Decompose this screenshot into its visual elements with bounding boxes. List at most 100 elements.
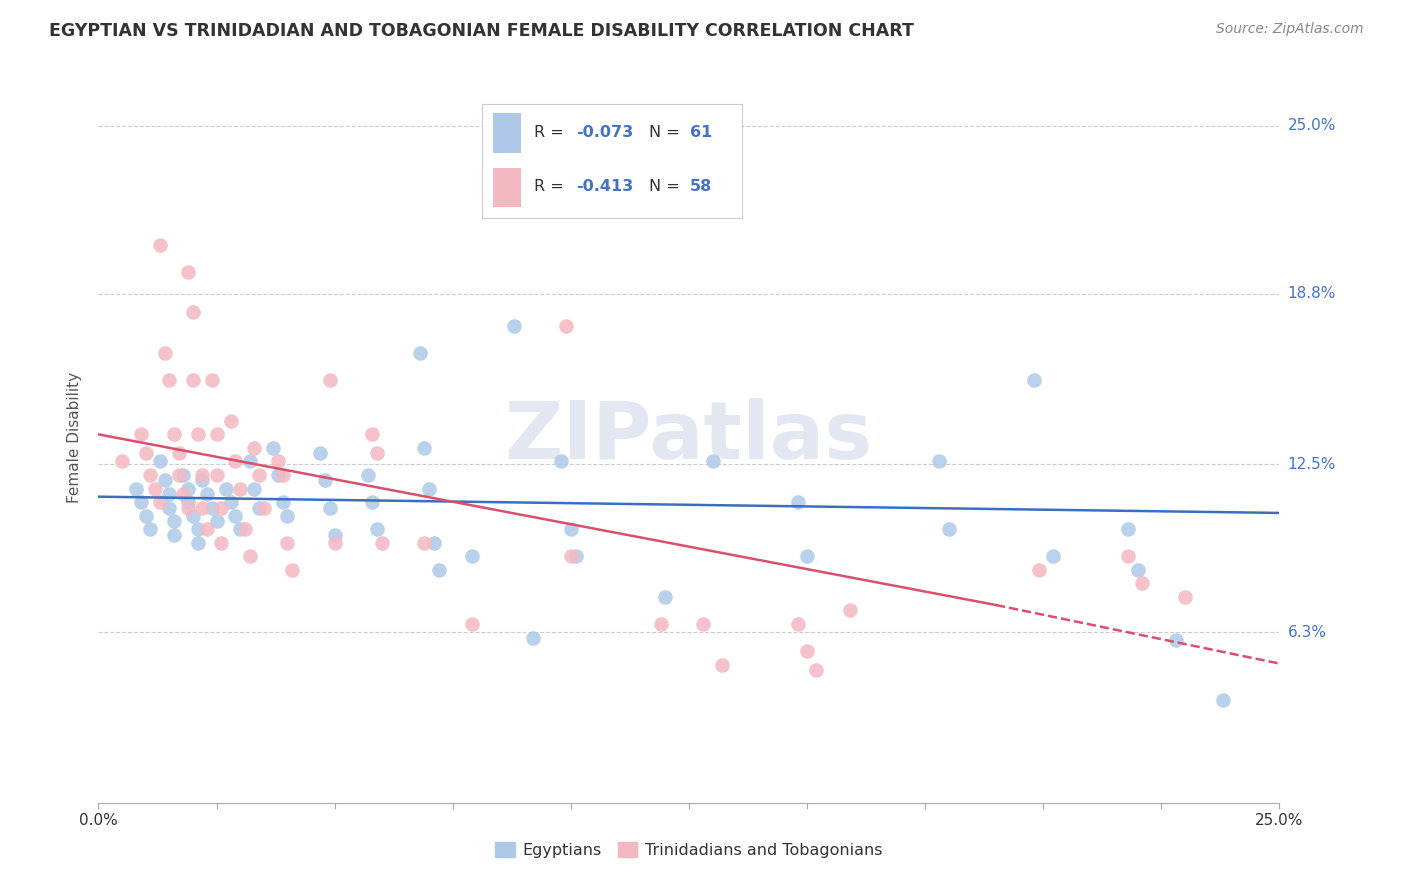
Point	[371, 535, 394, 549]
Point	[172, 468, 194, 483]
Point	[247, 500, 270, 515]
Point	[187, 535, 209, 549]
Point	[262, 441, 284, 455]
Y-axis label: Female Disability: Female Disability	[67, 371, 83, 503]
Point	[209, 500, 232, 515]
Point	[201, 373, 224, 387]
Point	[143, 482, 166, 496]
Point	[209, 535, 232, 549]
Point	[153, 474, 176, 488]
Point	[361, 495, 384, 509]
Point	[181, 373, 204, 387]
Point	[163, 514, 186, 528]
Point	[281, 563, 304, 577]
Point	[205, 468, 228, 483]
Point	[229, 482, 252, 496]
Point	[163, 427, 186, 442]
Point	[243, 482, 266, 496]
Point	[460, 617, 482, 632]
Point	[427, 563, 450, 577]
Point	[786, 617, 808, 632]
Point	[1028, 563, 1050, 577]
Point	[1116, 522, 1139, 536]
Point	[129, 495, 152, 509]
Point	[267, 454, 290, 468]
Point	[271, 468, 294, 483]
Point	[276, 535, 298, 549]
Point	[806, 663, 828, 677]
Point	[153, 346, 176, 360]
Point	[191, 500, 214, 515]
Point	[219, 495, 242, 509]
Text: Source: ZipAtlas.com: Source: ZipAtlas.com	[1216, 22, 1364, 37]
Point	[177, 482, 200, 496]
Point	[191, 474, 214, 488]
Point	[219, 414, 242, 428]
Point	[1116, 549, 1139, 564]
Point	[247, 468, 270, 483]
Point	[229, 522, 252, 536]
Point	[550, 454, 572, 468]
Point	[1126, 563, 1149, 577]
Point	[357, 468, 380, 483]
Point	[796, 644, 818, 658]
Point	[201, 500, 224, 515]
Point	[187, 427, 209, 442]
Point	[1212, 693, 1234, 707]
Point	[560, 522, 582, 536]
Point	[157, 500, 180, 515]
Point	[135, 446, 157, 460]
Point	[555, 318, 578, 333]
Point	[1174, 590, 1197, 604]
Text: 18.8%: 18.8%	[1288, 286, 1336, 301]
Point	[267, 468, 290, 483]
Point	[423, 535, 446, 549]
Point	[215, 482, 238, 496]
Point	[239, 454, 262, 468]
Point	[239, 549, 262, 564]
Point	[111, 454, 134, 468]
Point	[1022, 373, 1045, 387]
Point	[1132, 576, 1154, 591]
Point	[928, 454, 950, 468]
Point	[163, 527, 186, 541]
Point	[319, 500, 342, 515]
Point	[157, 487, 180, 501]
Point	[253, 500, 276, 515]
Point	[149, 454, 172, 468]
Point	[560, 549, 582, 564]
Point	[323, 527, 346, 541]
Point	[177, 265, 200, 279]
Point	[167, 468, 190, 483]
Point	[181, 305, 204, 319]
Point	[654, 590, 676, 604]
Text: 12.5%: 12.5%	[1288, 457, 1336, 472]
Point	[271, 495, 294, 509]
Legend: Egyptians, Trinidadians and Tobagonians: Egyptians, Trinidadians and Tobagonians	[489, 836, 889, 864]
Point	[224, 454, 246, 468]
Point	[786, 495, 808, 509]
Point	[314, 474, 336, 488]
Point	[564, 549, 586, 564]
Point	[233, 522, 256, 536]
Point	[1164, 633, 1187, 648]
Point	[796, 549, 818, 564]
Point	[224, 508, 246, 523]
Point	[149, 237, 172, 252]
Point	[711, 657, 734, 672]
Point	[503, 318, 526, 333]
Point	[195, 487, 218, 501]
Point	[692, 617, 714, 632]
Point	[125, 482, 148, 496]
Text: 6.3%: 6.3%	[1288, 624, 1327, 640]
Point	[181, 508, 204, 523]
Point	[157, 373, 180, 387]
Point	[319, 373, 342, 387]
Point	[172, 487, 194, 501]
Point	[149, 495, 172, 509]
Text: EGYPTIAN VS TRINIDADIAN AND TOBAGONIAN FEMALE DISABILITY CORRELATION CHART: EGYPTIAN VS TRINIDADIAN AND TOBAGONIAN F…	[49, 22, 914, 40]
Point	[413, 441, 436, 455]
Point	[323, 535, 346, 549]
Point	[205, 427, 228, 442]
Point	[413, 535, 436, 549]
